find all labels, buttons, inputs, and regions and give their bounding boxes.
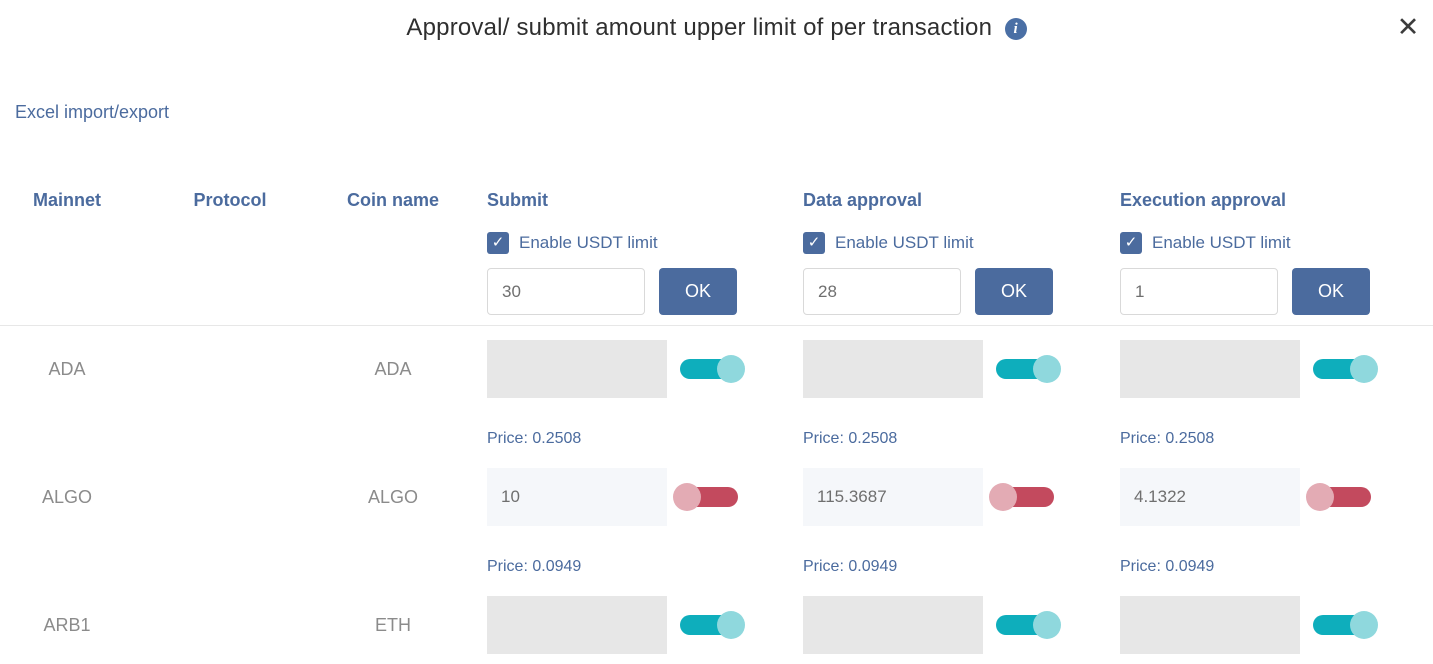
coin-name-value: ALGO bbox=[367, 486, 419, 507]
table-row: ARB1 ETH bbox=[0, 596, 1433, 664]
table-row: ALGO ALGO Price: 0.0949 Price: 0.0949 Pr… bbox=[0, 468, 1433, 596]
submit-enable-usdt-label: Enable USDT limit bbox=[519, 233, 658, 252]
excel-import-export-link[interactable]: Excel import/export bbox=[15, 102, 170, 122]
execution-approval-toggle[interactable] bbox=[1313, 355, 1378, 383]
data-approval-amount-input bbox=[803, 596, 983, 654]
table-row: ADA ADA Price: 0.2508 Price: 0.2508 Pric… bbox=[0, 340, 1433, 468]
execution-approval-enable-usdt-label: Enable USDT limit bbox=[1152, 233, 1291, 252]
data-approval-cell: Price: 0.0949 bbox=[803, 468, 1093, 576]
coin-name-value: ETH bbox=[375, 614, 411, 635]
submit-limit-input[interactable] bbox=[487, 268, 645, 315]
execution-approval-limit-controls: ✓ Enable USDT limit OK bbox=[1120, 231, 1410, 315]
toggle-knob bbox=[1033, 611, 1061, 639]
toggle-knob bbox=[1306, 483, 1334, 511]
data-approval-ok-button[interactable]: OK bbox=[975, 268, 1053, 315]
price-label: Price: 0.2508 bbox=[803, 430, 898, 447]
submit-cell: Price: 0.2508 bbox=[487, 340, 777, 448]
submit-cell bbox=[487, 596, 777, 664]
price-label: Price: 0.2508 bbox=[1120, 430, 1215, 447]
protocol-value bbox=[163, 468, 297, 526]
toggle-knob bbox=[1350, 355, 1378, 383]
data-approval-cell: Price: 0.2508 bbox=[803, 340, 1093, 448]
column-header-mainnet: Mainnet bbox=[32, 190, 101, 210]
price-label: Price: 0.0949 bbox=[1120, 558, 1215, 575]
data-approval-enable-usdt-label: Enable USDT limit bbox=[835, 233, 974, 252]
info-icon[interactable]: i bbox=[1004, 18, 1027, 40]
submit-cell: Price: 0.0949 bbox=[487, 468, 777, 576]
data-approval-enable-usdt-checkbox[interactable]: ✓ bbox=[803, 232, 825, 254]
submit-amount-input bbox=[487, 340, 667, 398]
submit-toggle[interactable] bbox=[680, 611, 745, 639]
page-title: Approval/ submit amount upper limit of p… bbox=[406, 14, 993, 41]
submit-amount-input[interactable] bbox=[487, 468, 667, 526]
execution-approval-amount-input bbox=[1120, 596, 1300, 654]
table-rows: ADA ADA Price: 0.2508 Price: 0.2508 Pric… bbox=[0, 340, 1433, 664]
mainnet-value: ARB1 bbox=[43, 614, 91, 635]
column-header-protocol: Protocol bbox=[193, 190, 267, 210]
execution-approval-toggle[interactable] bbox=[1306, 483, 1371, 511]
submit-amount-input bbox=[487, 596, 667, 654]
column-header-submit: Submit bbox=[487, 190, 548, 210]
price-label: Price: 0.0949 bbox=[803, 558, 898, 575]
protocol-value bbox=[163, 596, 297, 654]
execution-approval-limit-input[interactable] bbox=[1120, 268, 1278, 315]
data-approval-amount-input[interactable] bbox=[803, 468, 983, 526]
toggle-knob bbox=[717, 611, 745, 639]
price-label: Price: 0.0949 bbox=[487, 558, 582, 575]
execution-approval-amount-input bbox=[1120, 340, 1300, 398]
execution-approval-amount-input[interactable] bbox=[1120, 468, 1300, 526]
execution-approval-cell: Price: 0.0949 bbox=[1120, 468, 1410, 576]
protocol-value bbox=[163, 340, 297, 398]
toggle-knob bbox=[673, 483, 701, 511]
execution-approval-ok-button[interactable]: OK bbox=[1292, 268, 1370, 315]
execution-approval-cell: Price: 0.2508 bbox=[1120, 340, 1410, 448]
execution-approval-cell bbox=[1120, 596, 1410, 664]
column-header-execution-approval: Execution approval bbox=[1120, 190, 1287, 210]
header-divider bbox=[0, 325, 1433, 326]
price-label: Price: 0.2508 bbox=[487, 430, 582, 447]
execution-approval-enable-usdt-checkbox[interactable]: ✓ bbox=[1120, 232, 1142, 254]
toggle-knob bbox=[717, 355, 745, 383]
submit-limit-controls: ✓ Enable USDT limit OK bbox=[487, 231, 777, 315]
data-approval-amount-input bbox=[803, 340, 983, 398]
data-approval-toggle[interactable] bbox=[996, 611, 1061, 639]
submit-toggle[interactable] bbox=[673, 483, 738, 511]
submit-toggle[interactable] bbox=[680, 355, 745, 383]
toggle-knob bbox=[1350, 611, 1378, 639]
data-approval-cell bbox=[803, 596, 1093, 664]
coin-name-value: ADA bbox=[374, 358, 412, 379]
mainnet-value: ALGO bbox=[41, 486, 93, 507]
close-icon[interactable]: ✕ bbox=[1391, 10, 1425, 44]
modal-header: Approval/ submit amount upper limit of p… bbox=[0, 0, 1433, 56]
data-approval-toggle[interactable] bbox=[989, 483, 1054, 511]
toggle-knob bbox=[989, 483, 1017, 511]
submit-ok-button[interactable]: OK bbox=[659, 268, 737, 315]
column-header-coin-name: Coin name bbox=[346, 190, 439, 210]
submit-enable-usdt-checkbox[interactable]: ✓ bbox=[487, 232, 509, 254]
column-header-data-approval: Data approval bbox=[803, 190, 923, 210]
data-approval-toggle[interactable] bbox=[996, 355, 1061, 383]
data-approval-limit-input[interactable] bbox=[803, 268, 961, 315]
data-approval-limit-controls: ✓ Enable USDT limit OK bbox=[803, 231, 1093, 315]
execution-approval-toggle[interactable] bbox=[1313, 611, 1378, 639]
toggle-knob bbox=[1033, 355, 1061, 383]
mainnet-value: ADA bbox=[48, 358, 86, 379]
